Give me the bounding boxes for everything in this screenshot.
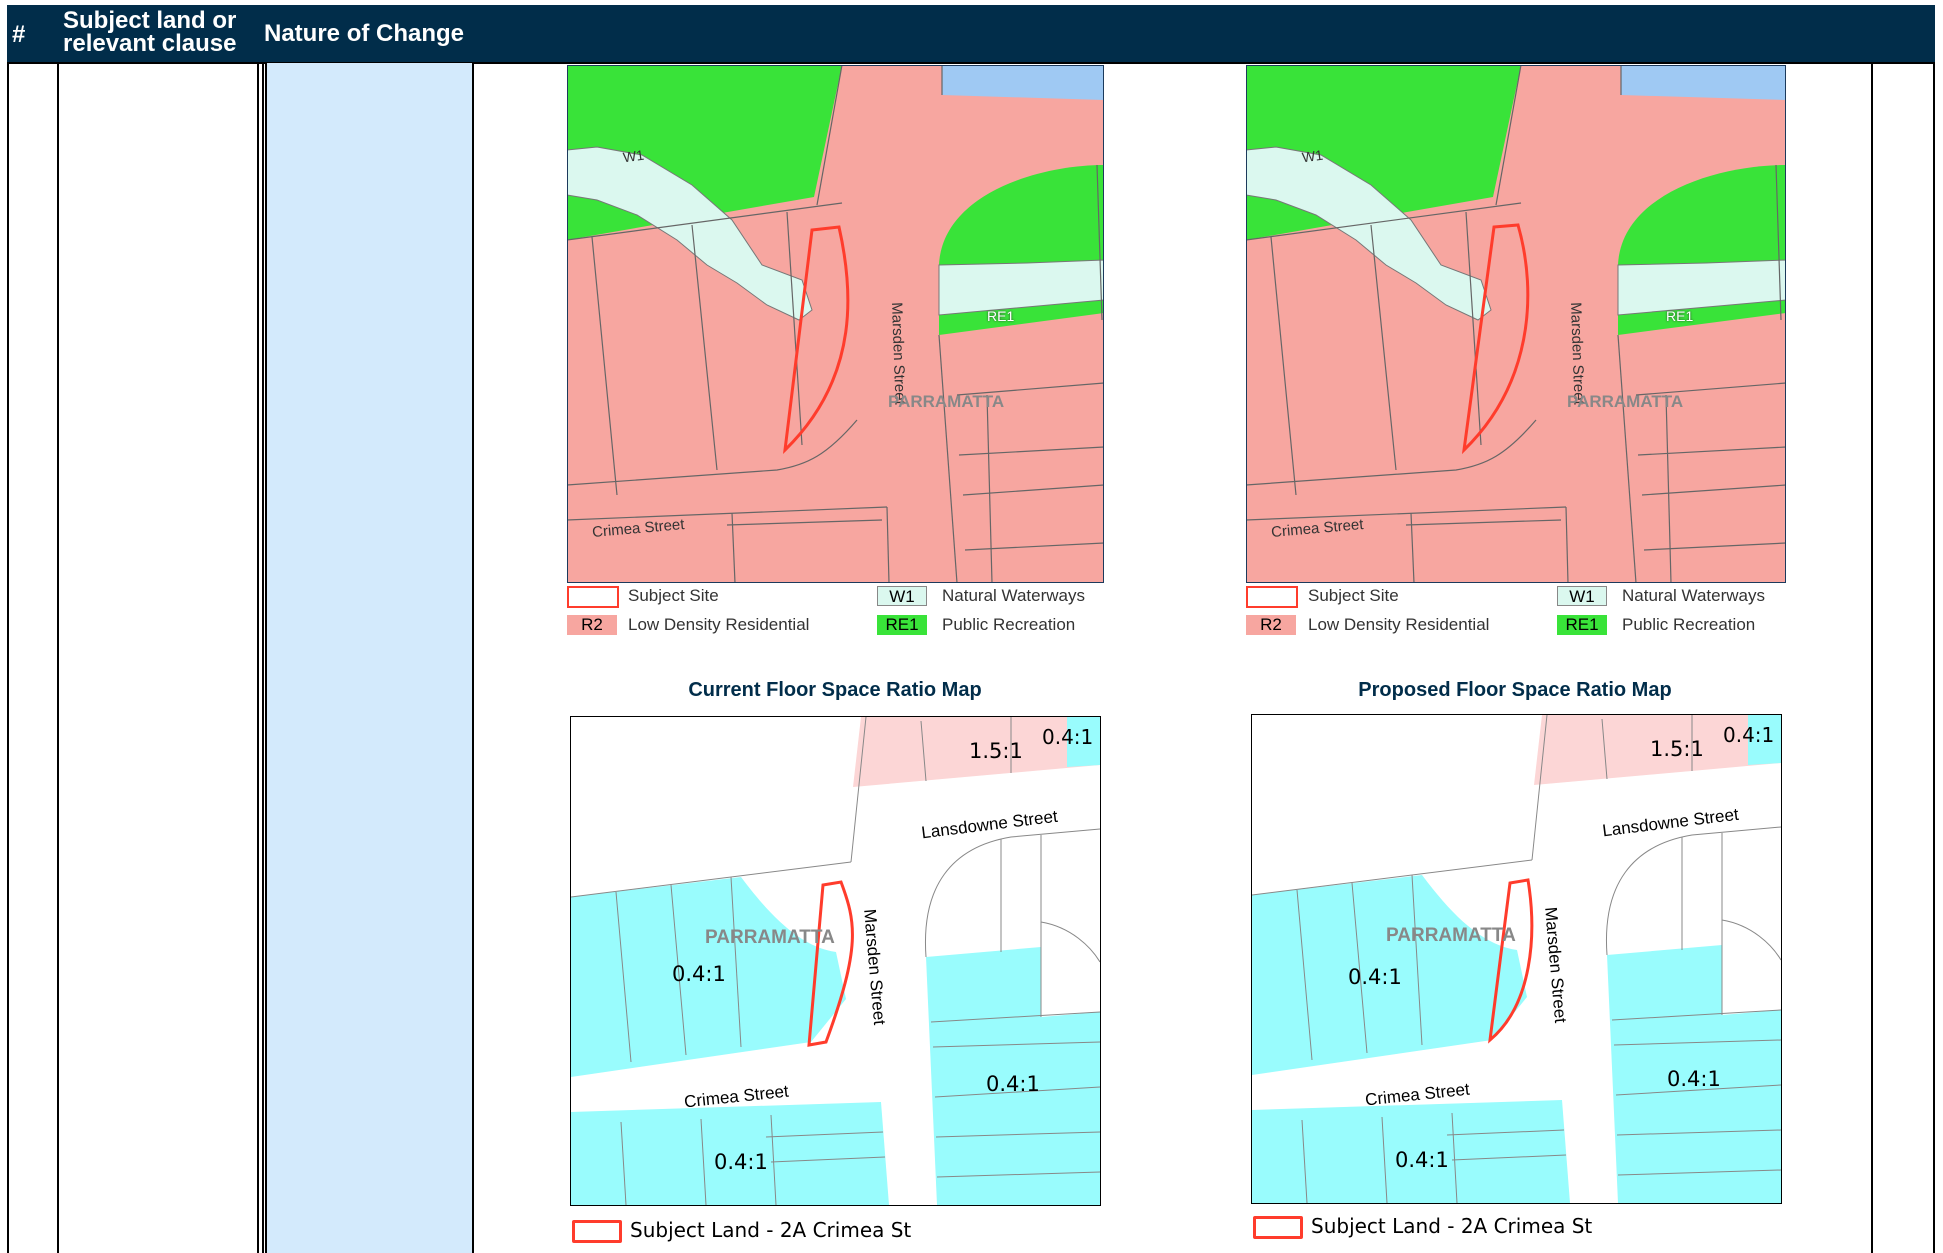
label-re1: RE1 [1666,308,1694,324]
table-header-bottom-rule [7,62,1935,64]
legend-subject-land-swatch [572,1220,622,1243]
legend-subject-land-label: Subject Land - 2A Crimea St [630,1218,912,1242]
label-suburb: PARRAMATTA [1567,392,1684,411]
fsr-map-current-svg [571,717,1100,1205]
legend-re1-label: Public Recreation [942,615,1076,634]
header-subject-line2: relevant clause [63,30,237,57]
table-left-border [7,63,9,1253]
label-suburb: PARRAMATTA [1386,925,1516,946]
legend-subject-land-label: Subject Land - 2A Crimea St [1311,1214,1593,1238]
legend-re1-swatch: RE1 [877,615,927,635]
legend-r2-swatch: R2 [567,615,617,635]
table-right-border [1933,63,1935,1253]
legend-r2-label: Low Density Residential [1308,615,1490,634]
fsr-map-proposed: 1.5:1 0.4:1 Lansdowne Street PARRAMATTA … [1251,714,1782,1204]
table-divider-1 [57,63,59,1253]
fsr-label-04-east: 0.4:1 [986,1072,1040,1096]
fsr-04-zone-ne [1067,717,1100,767]
proposed-fsr-map-title: Proposed Floor Space Ratio Map [1358,679,1672,701]
legend-subject-site-swatch [567,586,619,608]
zoning-map-proposed: W1 RE1 Marsden Street PARRAMATTA Crimea … [1246,65,1786,583]
zoning-map-current-frame [567,65,1104,583]
zoning-map-proposed-frame [1246,65,1786,583]
fsr-label-04-west: 0.4:1 [1348,965,1402,989]
fsr-label-04-south: 0.4:1 [1395,1148,1449,1172]
zoning-map-proposed-svg [1246,65,1786,583]
legend-r2-label: Low Density Residential [628,615,810,634]
legend-subject-site-label: Subject Site [628,586,719,605]
header-col-subject: Subject land or relevant clause [63,7,237,57]
subject-land-outline-proposed [1488,878,1534,1044]
nature-change-shaded-cell [265,63,474,1253]
label-suburb: PARRAMATTA [705,927,835,948]
fsr-label-04-south: 0.4:1 [714,1150,768,1174]
legend-subject-site-swatch [1246,586,1298,608]
fsr-04-zone-south [571,1102,889,1205]
w1-waterway-east [938,259,1104,316]
fsr-label-04-ne: 0.4:1 [1723,723,1775,747]
header-subject-line1: Subject land or [63,7,237,34]
fsr-04-zone-east [926,947,1100,1205]
legend-subject-site-label: Subject Site [1308,586,1399,605]
legend-w1-label: Natural Waterways [942,586,1085,605]
zoning-map-current-svg [567,65,1104,583]
table-divider-2 [257,63,259,1253]
legend-w1-swatch: W1 [877,586,927,606]
table-header: # Subject land or relevant clause Nature… [7,5,1935,63]
header-col-number: # [12,21,26,48]
water-north [942,65,1104,100]
legend-r2-swatch: R2 [1246,615,1296,635]
fsr-map-proposed-svg [1252,715,1781,1203]
label-re1: RE1 [987,308,1015,324]
cadastre-lines [567,65,1104,583]
table-divider-3 [1871,63,1873,1253]
subject-land-outline [807,880,854,1047]
subject-site-outline [782,225,850,455]
legend-w1-swatch: W1 [1557,586,1607,606]
current-fsr-map-title: Current Floor Space Ratio Map [688,679,982,701]
zoning-map-current: W1 RE1 Marsden Street PARRAMATTA Crimea … [567,65,1104,583]
table-divider-2b [262,63,264,1253]
fsr-15-zone [853,717,1100,787]
label-suburb: PARRAMATTA [888,392,1005,411]
fsr-label-15: 1.5:1 [969,739,1023,763]
legend-re1-swatch: RE1 [1557,615,1607,635]
fsr-label-15: 1.5:1 [1650,737,1704,761]
legend-w1-label: Natural Waterways [1622,586,1765,605]
subject-site-outline-proposed [1461,223,1530,455]
legend-re1-label: Public Recreation [1622,615,1756,634]
w1-waterway-west [567,146,813,321]
header-col-nature: Nature of Change [264,20,465,47]
fsr-label-04-east: 0.4:1 [1667,1067,1721,1091]
legend-subject-land-swatch [1253,1216,1303,1239]
fsr-label-04-ne: 0.4:1 [1042,725,1094,749]
fsr-label-04-west: 0.4:1 [672,962,726,986]
fsr-04-zone-west [571,877,846,1077]
fsr-map-current: 1.5:1 0.4:1 Lansdowne Street PARRAMATTA … [570,716,1101,1206]
